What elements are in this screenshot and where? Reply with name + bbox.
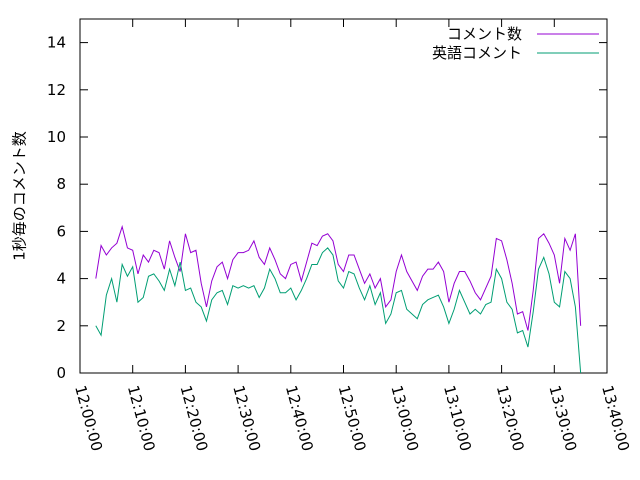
series-line bbox=[95, 247, 582, 374]
y-tick-label: 12 bbox=[47, 81, 66, 99]
x-tick-label: 13:10:00 bbox=[440, 383, 475, 453]
y-tick-label: 14 bbox=[47, 34, 66, 52]
legend-label: コメント数 bbox=[447, 25, 522, 43]
y-tick-label: 2 bbox=[56, 317, 66, 335]
x-tick-label: 13:40:00 bbox=[598, 383, 633, 453]
x-tick-label: 12:40:00 bbox=[282, 383, 317, 453]
x-tick-label: 13:00:00 bbox=[387, 383, 422, 453]
y-tick-label: 8 bbox=[56, 175, 66, 193]
x-tick-label: 12:50:00 bbox=[335, 383, 370, 453]
y-tick-label: 4 bbox=[56, 270, 66, 288]
plot-border bbox=[79, 18, 608, 374]
x-tick-label: 13:30:00 bbox=[545, 383, 580, 453]
x-tick-label: 12:30:00 bbox=[229, 383, 264, 453]
x-tick-label: 12:20:00 bbox=[177, 383, 212, 453]
y-tick-label: 10 bbox=[47, 128, 66, 146]
y-axis-label: 1秒毎のコメント数 bbox=[11, 131, 29, 261]
y-tick-label: 6 bbox=[56, 222, 66, 240]
legend-label: 英語コメント bbox=[432, 44, 522, 62]
y-tick-label: 0 bbox=[56, 364, 66, 382]
x-tick-label: 12:00:00 bbox=[71, 383, 106, 453]
x-tick-label: 12:10:00 bbox=[124, 383, 159, 453]
x-tick-label: 13:20:00 bbox=[493, 383, 528, 453]
series-line bbox=[95, 224, 582, 331]
